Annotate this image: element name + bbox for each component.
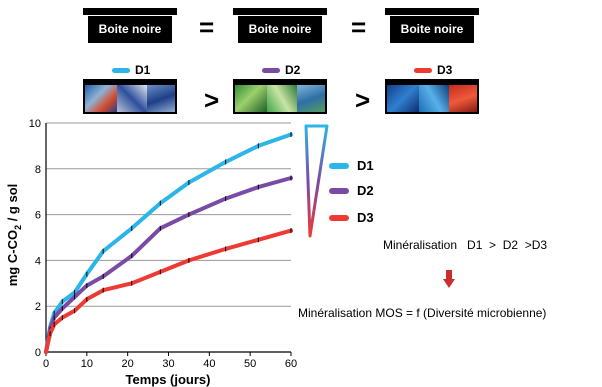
down-arrow-icon [443,270,455,288]
y-tick-label: 0 [35,347,41,359]
x-tick-label: 30 [162,358,174,370]
sample-label-text: D1 [135,63,151,77]
box-label: Boite noire [88,16,172,43]
y-tick-label: 2 [35,301,41,313]
gradient-triangle-icon [304,124,329,238]
x-tick-label: 40 [203,358,215,370]
d2-line-swatch-icon [262,67,280,73]
y-tick-label: 4 [35,255,41,267]
equals-sign-1: = [199,12,215,42]
sample-label-text: D2 [285,63,301,77]
series-line-d1 [44,132,293,354]
x-tick-label: 20 [122,358,134,370]
x-tick-label: 50 [244,358,256,370]
legend-label: D1 [357,158,374,173]
greater-sign-2: > [355,85,371,115]
legend-item-d2: D2 [329,183,374,198]
series-line-d2 [44,176,293,354]
d3-line-swatch-icon [414,67,432,73]
black-box-1: Boite noire [83,8,177,43]
legend-swatch-icon [329,214,349,221]
box-label: Boite noire [390,16,474,43]
y-axis-label: mg C-CO2 / g sol [5,184,23,287]
microbial-photo-d3 [385,79,479,114]
microbial-photo-d1 [83,79,177,114]
x-tick-label: 10 [81,358,93,370]
equals-sign-2: = [351,12,367,42]
x-axis-label: Temps (jours) [126,372,211,387]
sample-label-d3: D3 [414,63,452,77]
sample-label-text: D3 [437,63,453,77]
legend-label: D2 [357,183,374,198]
chart-series [44,131,293,354]
box-label: Boite noire [238,16,322,43]
chart-grid [46,122,291,307]
legend-label: D3 [357,210,374,225]
chart-tick-labels: 0 2 4 6 8 10 0 10 20 30 40 50 60 [29,118,297,370]
y-tick-label: 6 [35,210,41,222]
x-tick-label: 60 [285,358,297,370]
greater-sign-1: > [204,85,220,115]
sample-label-d2: D2 [262,63,300,77]
mineralisation-conclusion: Minéralisation MOS = f (Diversité microb… [298,306,547,320]
legend-swatch-icon [329,162,349,169]
y-tick-label: 8 [35,164,41,176]
box-lid [385,8,479,15]
box-lid [233,8,327,15]
legend-swatch-icon [329,187,349,194]
black-box-3: Boite noire [385,8,479,43]
mineralisation-ranking: Minéralisation D1 > D2 >D3 [383,238,548,252]
legend-item-d1: D1 [329,158,374,173]
y-tick-label: 10 [29,118,41,130]
x-tick-label: 0 [43,358,49,370]
d1-line-swatch-icon [112,67,130,73]
microbial-photo-d2 [233,79,327,114]
box-lid [83,8,177,15]
sample-label-d1: D1 [112,63,150,77]
legend-item-d3: D3 [329,210,374,225]
black-box-2: Boite noire [233,8,327,43]
